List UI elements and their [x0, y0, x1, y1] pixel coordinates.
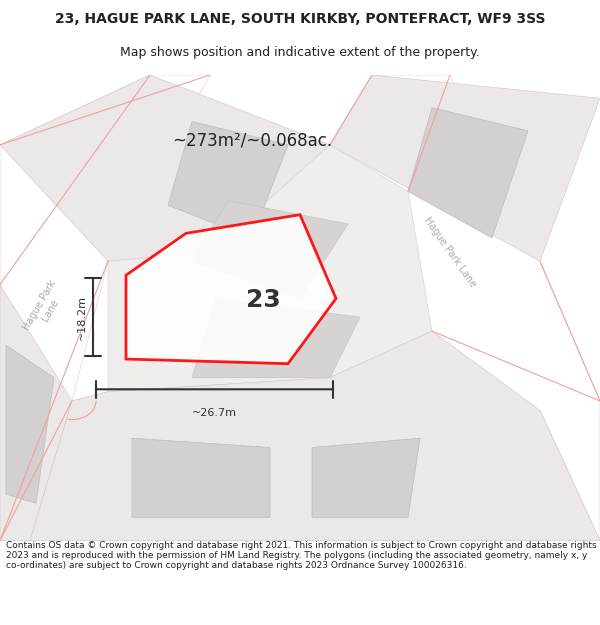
Text: 23: 23 [245, 288, 280, 312]
Text: Hague Park Lane: Hague Park Lane [422, 215, 478, 289]
Text: 23, HAGUE PARK LANE, SOUTH KIRKBY, PONTEFRACT, WF9 3SS: 23, HAGUE PARK LANE, SOUTH KIRKBY, PONTE… [55, 12, 545, 26]
Polygon shape [168, 121, 288, 238]
Text: Hague Park
Lane: Hague Park Lane [22, 278, 68, 338]
Polygon shape [132, 438, 270, 518]
Text: ~26.7m: ~26.7m [192, 408, 237, 418]
Polygon shape [30, 331, 600, 541]
Polygon shape [408, 107, 528, 238]
Text: Contains OS data © Crown copyright and database right 2021. This information is : Contains OS data © Crown copyright and d… [6, 541, 596, 571]
Text: Map shows position and indicative extent of the property.: Map shows position and indicative extent… [120, 46, 480, 59]
Text: ~18.2m: ~18.2m [77, 294, 87, 339]
Text: ~273m²/~0.068ac.: ~273m²/~0.068ac. [172, 131, 332, 149]
Polygon shape [126, 214, 336, 364]
Polygon shape [108, 145, 432, 392]
Polygon shape [0, 284, 72, 541]
Polygon shape [0, 75, 210, 541]
Polygon shape [192, 201, 348, 299]
Polygon shape [192, 299, 360, 378]
Polygon shape [312, 438, 420, 518]
Polygon shape [330, 75, 600, 541]
Polygon shape [30, 392, 600, 541]
Polygon shape [6, 345, 54, 503]
Polygon shape [0, 75, 330, 261]
Polygon shape [330, 75, 600, 261]
